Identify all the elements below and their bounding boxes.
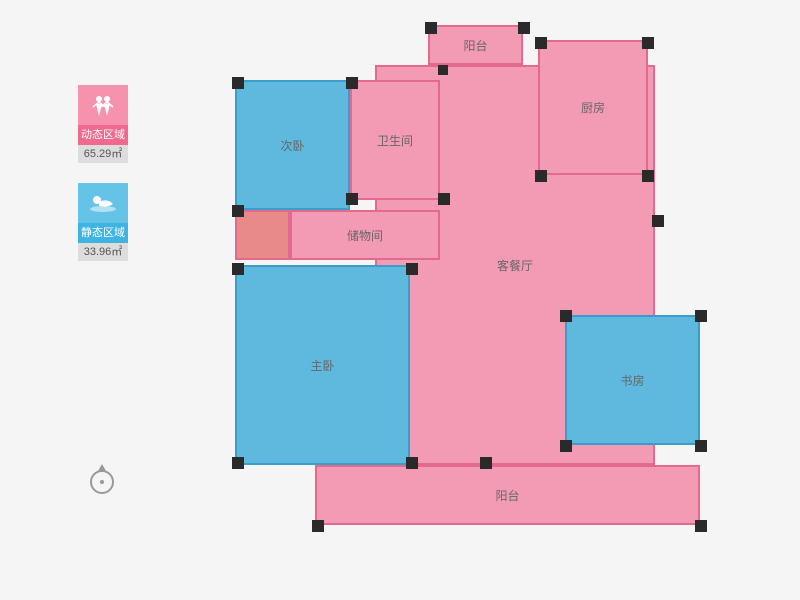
wall-marker bbox=[695, 440, 707, 452]
wall-marker bbox=[232, 77, 244, 89]
static-zone-value: 33.96㎡ bbox=[78, 243, 128, 261]
dynamic-zone-value: 65.29㎡ bbox=[78, 145, 128, 163]
dynamic-zone-label: 动态区域 bbox=[78, 125, 128, 145]
wall-marker bbox=[652, 215, 664, 227]
legend-panel: 动态区域 65.29㎡ 静态区域 33.96㎡ bbox=[78, 85, 138, 281]
wall-marker bbox=[232, 263, 244, 275]
wall-marker bbox=[232, 205, 244, 217]
wall-marker bbox=[560, 310, 572, 322]
wall-marker bbox=[312, 520, 324, 532]
room-label: 阳台 bbox=[463, 37, 487, 54]
room-master-br: 主卧 bbox=[235, 265, 410, 465]
static-zone-icon bbox=[78, 183, 128, 223]
legend-dynamic: 动态区域 65.29㎡ bbox=[78, 85, 138, 163]
room-label: 厨房 bbox=[581, 99, 605, 116]
room-label: 储物间 bbox=[347, 227, 383, 244]
wall-marker bbox=[695, 520, 707, 532]
wall-marker bbox=[535, 37, 547, 49]
floorplan: 客餐厅阳台厨房卫生间次卧储物间主卧书房阳台 bbox=[220, 25, 740, 565]
room-secondary-br: 次卧 bbox=[235, 80, 350, 210]
wall-marker bbox=[438, 193, 450, 205]
wall-marker bbox=[406, 263, 418, 275]
wall-marker bbox=[346, 77, 358, 89]
room-bathroom: 卫生间 bbox=[350, 80, 440, 200]
wall-marker bbox=[438, 65, 448, 75]
wall-marker bbox=[695, 310, 707, 322]
legend-static: 静态区域 33.96㎡ bbox=[78, 183, 138, 261]
wall-marker bbox=[642, 37, 654, 49]
room-label: 卫生间 bbox=[377, 132, 413, 149]
room-storage: 储物间 bbox=[290, 210, 440, 260]
room-balcony-top: 阳台 bbox=[428, 25, 523, 65]
room-label: 阳台 bbox=[495, 487, 519, 504]
dynamic-zone-icon bbox=[78, 85, 128, 125]
wall-marker bbox=[232, 457, 244, 469]
room-closet-strip bbox=[235, 210, 290, 260]
wall-marker bbox=[642, 170, 654, 182]
wall-marker bbox=[406, 457, 418, 469]
wall-marker bbox=[535, 170, 547, 182]
wall-marker bbox=[480, 457, 492, 469]
compass-icon bbox=[90, 470, 114, 494]
wall-marker bbox=[518, 22, 530, 34]
room-label: 主卧 bbox=[310, 357, 334, 374]
wall-marker bbox=[425, 22, 437, 34]
room-label: 客餐厅 bbox=[497, 257, 533, 274]
static-zone-label: 静态区域 bbox=[78, 223, 128, 243]
room-study: 书房 bbox=[565, 315, 700, 445]
room-kitchen: 厨房 bbox=[538, 40, 648, 175]
room-balcony-bottom: 阳台 bbox=[315, 465, 700, 525]
room-label: 次卧 bbox=[280, 137, 304, 154]
wall-marker bbox=[346, 193, 358, 205]
wall-marker bbox=[560, 440, 572, 452]
room-label: 书房 bbox=[620, 372, 644, 389]
